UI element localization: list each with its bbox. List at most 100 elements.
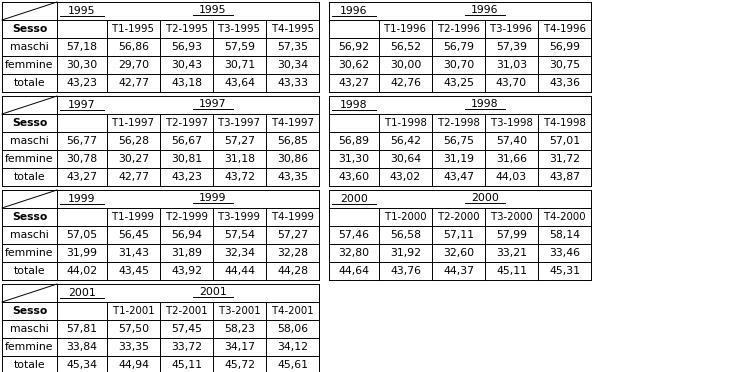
Text: T2-1995: T2-1995	[165, 24, 208, 34]
Text: 31,72: 31,72	[549, 154, 580, 164]
Text: 43,70: 43,70	[496, 78, 527, 88]
Text: 56,52: 56,52	[390, 42, 421, 52]
Text: totale: totale	[14, 78, 45, 88]
Text: 30,71: 30,71	[224, 60, 255, 70]
Text: T1-1996: T1-1996	[385, 24, 426, 34]
Text: 43,23: 43,23	[67, 78, 97, 88]
Text: 30,62: 30,62	[338, 60, 370, 70]
Text: maschi: maschi	[10, 324, 49, 334]
Text: 33,21: 33,21	[496, 248, 527, 258]
Text: 43,87: 43,87	[549, 172, 580, 182]
Text: 30,30: 30,30	[67, 60, 98, 70]
Text: 31,18: 31,18	[224, 154, 255, 164]
Text: 44,44: 44,44	[224, 266, 255, 276]
Text: 56,89: 56,89	[338, 136, 369, 146]
Text: 42,77: 42,77	[118, 172, 149, 182]
Text: 32,60: 32,60	[443, 248, 474, 258]
Text: 44,94: 44,94	[118, 360, 149, 370]
Text: 43,27: 43,27	[338, 78, 369, 88]
Text: 30,27: 30,27	[118, 154, 149, 164]
Text: 1996: 1996	[471, 5, 499, 15]
Text: 30,70: 30,70	[443, 60, 474, 70]
Text: 57,81: 57,81	[67, 324, 97, 334]
Text: 1997: 1997	[200, 99, 227, 109]
Text: 57,45: 57,45	[171, 324, 202, 334]
Text: femmine: femmine	[5, 248, 54, 258]
Text: 57,39: 57,39	[496, 42, 527, 52]
Text: 45,11: 45,11	[496, 266, 527, 276]
Text: T1-2000: T1-2000	[385, 212, 426, 222]
Text: 43,23: 43,23	[171, 172, 202, 182]
Text: Sesso: Sesso	[12, 24, 48, 34]
Text: 56,42: 56,42	[390, 136, 421, 146]
Text: 30,34: 30,34	[277, 60, 308, 70]
Text: T4-1997: T4-1997	[271, 118, 314, 128]
Text: 56,28: 56,28	[118, 136, 149, 146]
Text: 56,58: 56,58	[390, 230, 421, 240]
Text: totale: totale	[14, 172, 45, 182]
Text: femmine: femmine	[5, 342, 54, 352]
Text: 43,92: 43,92	[171, 266, 202, 276]
Text: 2001: 2001	[199, 287, 227, 297]
Text: 56,99: 56,99	[549, 42, 580, 52]
Text: 34,17: 34,17	[224, 342, 255, 352]
Text: 42,77: 42,77	[118, 78, 149, 88]
Text: 44,28: 44,28	[277, 266, 308, 276]
Text: 57,35: 57,35	[277, 42, 308, 52]
Text: 56,93: 56,93	[171, 42, 202, 52]
Text: 57,01: 57,01	[549, 136, 580, 146]
Text: 56,79: 56,79	[443, 42, 474, 52]
Text: 43,60: 43,60	[338, 172, 370, 182]
Text: 57,40: 57,40	[496, 136, 527, 146]
Text: 43,36: 43,36	[549, 78, 580, 88]
Text: 44,02: 44,02	[67, 266, 97, 276]
Text: 57,05: 57,05	[67, 230, 97, 240]
Text: maschi: maschi	[10, 42, 49, 52]
Text: 45,61: 45,61	[277, 360, 308, 370]
Text: 1998: 1998	[471, 99, 499, 109]
Text: 56,75: 56,75	[443, 136, 474, 146]
Text: 31,30: 31,30	[338, 154, 370, 164]
Text: T4-1996: T4-1996	[544, 24, 586, 34]
Text: 32,28: 32,28	[277, 248, 308, 258]
Text: 30,00: 30,00	[390, 60, 421, 70]
Text: 45,34: 45,34	[67, 360, 97, 370]
Text: T4-1999: T4-1999	[271, 212, 314, 222]
Text: 1996: 1996	[340, 6, 368, 16]
Text: femmine: femmine	[5, 154, 54, 164]
Text: T3-2001: T3-2001	[219, 306, 260, 316]
Text: T3-1999: T3-1999	[219, 212, 260, 222]
Text: 43,64: 43,64	[224, 78, 255, 88]
Text: 56,86: 56,86	[118, 42, 149, 52]
Text: 57,54: 57,54	[224, 230, 255, 240]
Text: T3-2000: T3-2000	[491, 212, 532, 222]
Text: 2000: 2000	[471, 193, 499, 203]
Text: 57,46: 57,46	[338, 230, 369, 240]
Text: T1-2001: T1-2001	[113, 306, 154, 316]
Text: 31,03: 31,03	[496, 60, 527, 70]
Text: 30,86: 30,86	[277, 154, 308, 164]
Text: T2-1999: T2-1999	[165, 212, 208, 222]
Text: 33,46: 33,46	[549, 248, 580, 258]
Text: 56,94: 56,94	[171, 230, 202, 240]
Text: 31,66: 31,66	[496, 154, 527, 164]
Text: 33,84: 33,84	[67, 342, 97, 352]
Text: 43,45: 43,45	[118, 266, 149, 276]
Text: Sesso: Sesso	[12, 306, 48, 316]
Text: 43,76: 43,76	[390, 266, 421, 276]
Text: 2001: 2001	[68, 288, 96, 298]
Text: 42,76: 42,76	[390, 78, 421, 88]
Text: 43,72: 43,72	[224, 172, 255, 182]
Text: T1-1999: T1-1999	[113, 212, 154, 222]
Text: Sesso: Sesso	[12, 212, 48, 222]
Text: 43,47: 43,47	[443, 172, 474, 182]
Text: 30,81: 30,81	[171, 154, 202, 164]
Text: maschi: maschi	[10, 136, 49, 146]
Text: totale: totale	[14, 360, 45, 370]
Text: 58,06: 58,06	[277, 324, 308, 334]
Text: 1998: 1998	[340, 100, 368, 110]
Text: 43,25: 43,25	[443, 78, 474, 88]
Text: 57,11: 57,11	[443, 230, 474, 240]
Text: 57,27: 57,27	[224, 136, 255, 146]
Text: femmine: femmine	[5, 60, 54, 70]
